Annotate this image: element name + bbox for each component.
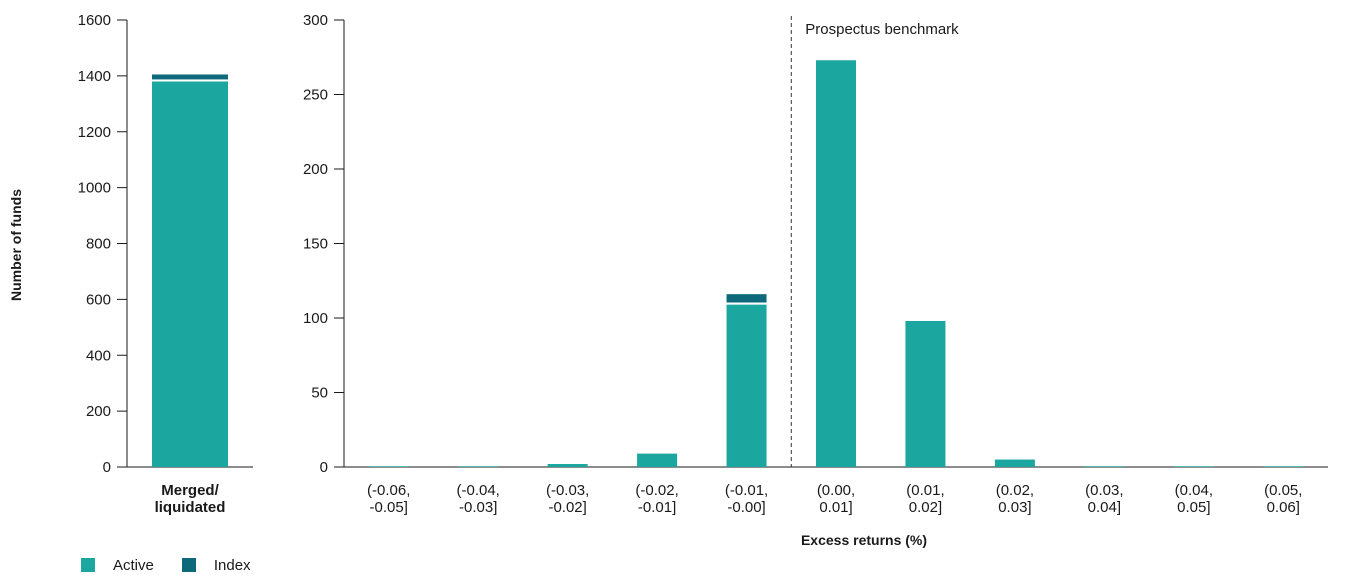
legend-label-index: Index bbox=[213, 556, 251, 574]
y-tick-label: 1200 bbox=[78, 124, 111, 141]
y-tick-label: 400 bbox=[86, 347, 111, 364]
y-tick-label: 50 bbox=[311, 385, 328, 402]
left-chart-panel: 0 200 400 600 800 1000 1200 1400 1600 Merged/liqu… bbox=[78, 12, 253, 516]
y-axis-title: Number of funds bbox=[8, 189, 24, 301]
x-tick-label: (-0.01, -0.00] bbox=[725, 482, 768, 516]
y-tick-label: 1000 bbox=[78, 180, 111, 197]
y-tick-label: 150 bbox=[303, 236, 328, 253]
y-tick-label: 600 bbox=[86, 291, 111, 308]
legend-swatch-index bbox=[181, 558, 196, 572]
x-tick-label: (0.02, 0.03] bbox=[996, 482, 1034, 516]
legend-label-active: Active bbox=[113, 556, 154, 574]
x-tick-label: (-0.02, -0.01] bbox=[635, 482, 678, 516]
y-tick-label: 200 bbox=[86, 403, 111, 420]
right-chart-panel: 0 50 100 150 200 250 300 (-0.06, -0.05] (-0.04, -0… bbox=[303, 12, 1328, 516]
y-tick-label: 100 bbox=[303, 310, 328, 327]
bar-active bbox=[368, 466, 409, 467]
bar-active bbox=[1173, 466, 1214, 467]
y-tick-label: 200 bbox=[303, 161, 328, 178]
bar-active bbox=[547, 464, 588, 467]
y-tick-label: 300 bbox=[303, 12, 328, 29]
y-tick-label: 800 bbox=[86, 236, 111, 253]
bar-active bbox=[905, 320, 946, 467]
bar-separator bbox=[637, 451, 678, 454]
x-tick-label: (0.01, 0.02] bbox=[906, 482, 944, 516]
legend: Active Index bbox=[81, 555, 279, 575]
bar-separator bbox=[726, 302, 767, 305]
x-tick-label: (0.04, 0.05] bbox=[1175, 482, 1213, 516]
x-axis-title: Excess returns (%) bbox=[801, 532, 927, 548]
bar-active bbox=[1263, 466, 1304, 467]
x-tick-label: (-0.03, -0.02] bbox=[546, 482, 589, 516]
x-tick-label: (-0.04, -0.03] bbox=[457, 482, 500, 516]
bar-active bbox=[816, 60, 856, 467]
x-tick-label: (-0.06, -0.05] bbox=[367, 482, 410, 516]
bar-index bbox=[152, 74, 228, 80]
y-tick-label: 1400 bbox=[78, 68, 111, 85]
bar-index bbox=[726, 294, 767, 303]
bar-active bbox=[994, 459, 1035, 467]
bar-active bbox=[1084, 466, 1125, 467]
legend-item-index: Index bbox=[181, 556, 251, 574]
bar-separator bbox=[152, 79, 228, 82]
legend-swatch-active bbox=[81, 558, 95, 572]
x-tick-label: (0.03, 0.04] bbox=[1085, 482, 1123, 516]
bar-active bbox=[726, 304, 767, 467]
x-tick-label: (0.00, 0.01] bbox=[817, 482, 855, 516]
legend-item-active: Active bbox=[81, 557, 154, 574]
y-tick-label: 0 bbox=[320, 459, 328, 476]
bar-active bbox=[458, 466, 499, 467]
y-tick-label: 0 bbox=[103, 459, 111, 476]
y-tick-label: 1600 bbox=[78, 12, 111, 29]
x-tick-label: Merged/liquidated bbox=[155, 482, 226, 516]
benchmark-annotation: Prospectus benchmark bbox=[805, 21, 959, 38]
bar-active bbox=[637, 453, 678, 467]
bar-separator bbox=[816, 58, 856, 61]
bar-active bbox=[152, 81, 228, 468]
y-tick-label: 250 bbox=[303, 87, 328, 104]
x-tick-label: (0.05, 0.06] bbox=[1264, 482, 1302, 516]
